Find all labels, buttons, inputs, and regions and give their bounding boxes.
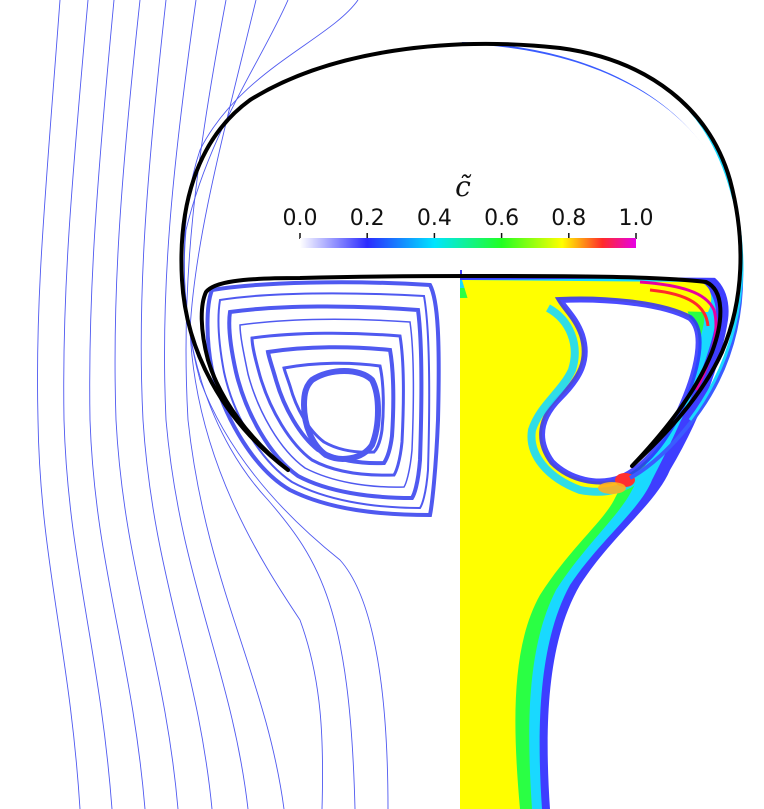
streamline: [63, 0, 113, 809]
vortex-loop: [282, 361, 385, 454]
streamline: [185, 0, 285, 809]
colorbar: c̃ 0.0 0.2 0.4 0.6 0.8 1.0: [283, 170, 654, 248]
colorbar-gradient: [300, 238, 636, 248]
field-edge-band-red: [649, 288, 710, 327]
field-cap-region: [462, 44, 742, 278]
colorbar-ticks: 0.0 0.2 0.4 0.6 0.8 1.0: [283, 206, 654, 239]
colorbar-tick-label: 0.0: [283, 206, 318, 231]
vortex-loop: [239, 318, 415, 488]
colorbar-tick-label: 1.0: [619, 206, 654, 231]
vortex-loop: [217, 292, 431, 510]
internal-vortex-streamlines: [205, 280, 441, 518]
vortex-loop: [265, 345, 396, 466]
streamline: [140, 0, 213, 809]
streamline: [37, 0, 81, 809]
colorbar-tick-label: 0.4: [417, 206, 452, 231]
streamline: [189, 0, 324, 809]
streamline: [164, 0, 249, 809]
streamline: [183, 0, 389, 809]
colorbar-title: c̃: [455, 170, 472, 203]
bubble-interface: [179, 41, 743, 472]
vortex-loop: [227, 304, 424, 501]
streamline: [114, 0, 179, 809]
field-hot-spot-halo: [598, 482, 626, 494]
streamline: [89, 0, 146, 809]
field-outer-halo: [520, 45, 764, 809]
colorbar-tick-label: 0.2: [350, 206, 385, 231]
colorbar-tick-label: 0.8: [551, 206, 586, 231]
outer-streamlines: [37, 0, 389, 809]
concentration-field: [460, 42, 764, 809]
field-eddy-fringe: [539, 296, 702, 485]
colorbar-tick-label: 0.6: [484, 206, 519, 231]
vortex-core: [300, 368, 381, 462]
streamline: [183, 0, 356, 809]
vortex-loop: [250, 331, 405, 477]
